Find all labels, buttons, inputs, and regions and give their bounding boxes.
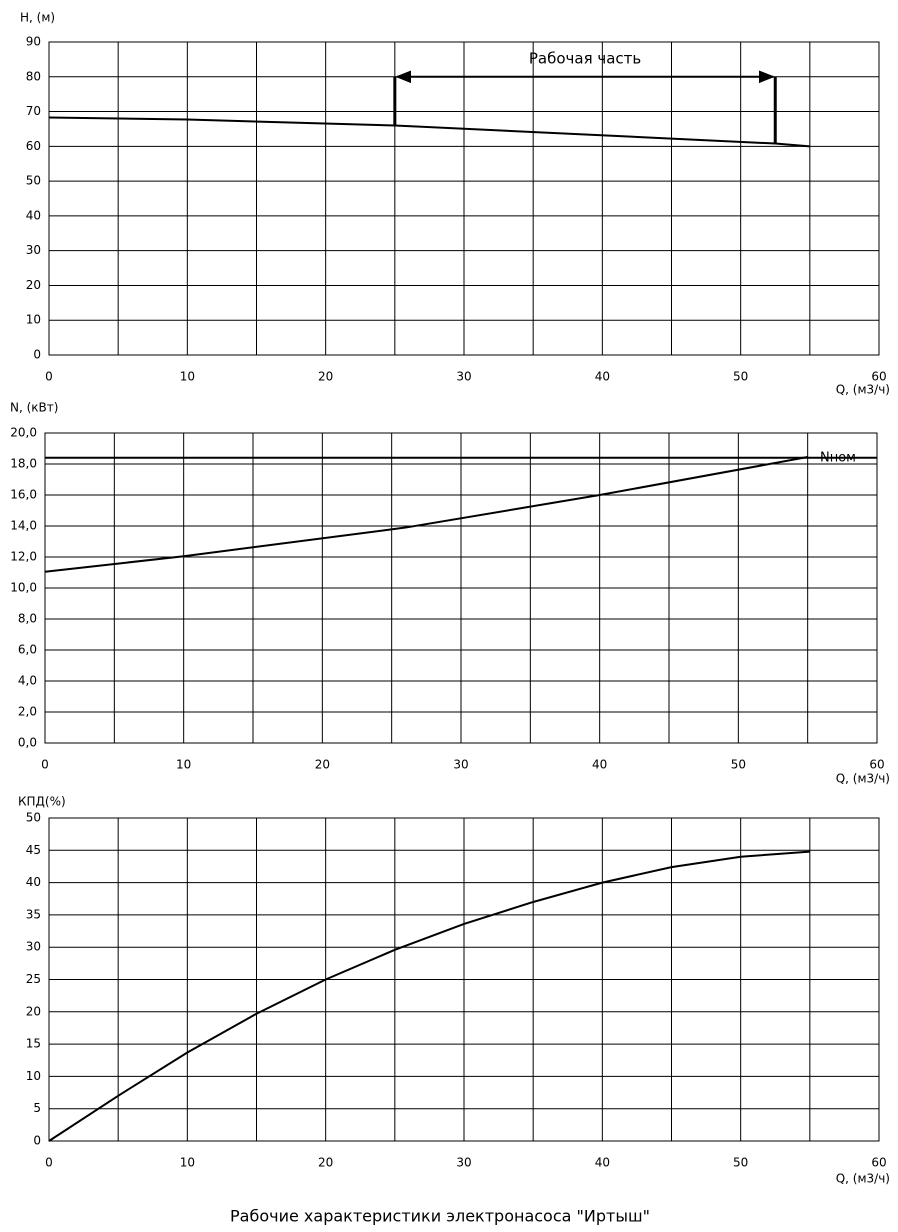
plot-frame bbox=[48, 817, 880, 1142]
y-tick-label: 50 bbox=[26, 174, 41, 188]
y-tick-label: 14,0 bbox=[10, 519, 37, 533]
y-tick-label: 60 bbox=[26, 139, 41, 153]
line bbox=[44, 456, 808, 573]
y-axis-label: КПД(%) bbox=[18, 795, 66, 809]
x-axis-label: Q, (м3/ч) bbox=[836, 1172, 890, 1186]
y-tick-label: 80 bbox=[26, 69, 41, 83]
line bbox=[48, 116, 810, 148]
y-tick-label: 40 bbox=[26, 208, 41, 222]
x-tick-label: 0 bbox=[41, 758, 49, 772]
y-tick-label: 4,0 bbox=[18, 674, 37, 688]
x-tick-label: 30 bbox=[456, 1156, 471, 1170]
x-tick-label: 60 bbox=[871, 1156, 886, 1170]
x-tick-label: 50 bbox=[733, 370, 748, 384]
caption: Рабочие характеристики электронасоса "Ир… bbox=[230, 1207, 650, 1226]
x-tick-label: 10 bbox=[180, 370, 195, 384]
y-tick-label: 35 bbox=[26, 907, 41, 921]
y-tick-label: 5 bbox=[33, 1101, 41, 1115]
x-tick-label: 10 bbox=[180, 1156, 195, 1170]
y-tick-label: 90 bbox=[26, 35, 41, 49]
x-tick-label: 30 bbox=[456, 370, 471, 384]
x-tick-label: 20 bbox=[315, 758, 330, 772]
y-axis-label: N, (кВт) bbox=[10, 401, 58, 415]
x-tick-label: 40 bbox=[592, 758, 607, 772]
y-tick-label: 2,0 bbox=[18, 705, 37, 719]
y-tick-label: 18,0 bbox=[10, 457, 37, 471]
y-tick-label: 70 bbox=[26, 104, 41, 118]
y-tick-label: 30 bbox=[26, 940, 41, 954]
x-tick-label: 40 bbox=[595, 1156, 610, 1170]
x-tick-label: 10 bbox=[176, 758, 191, 772]
x-tick-label: 60 bbox=[869, 758, 884, 772]
plot-frame bbox=[48, 41, 880, 356]
x-tick-label: 0 bbox=[45, 370, 53, 384]
x-tick-label: 20 bbox=[318, 370, 333, 384]
x-tick-label: 40 bbox=[595, 370, 610, 384]
plot-frame bbox=[44, 432, 878, 744]
y-tick-label: 15 bbox=[26, 1037, 41, 1051]
x-axis-label: Q, (м3/ч) bbox=[836, 772, 890, 786]
x-tick-label: 30 bbox=[453, 758, 468, 772]
line bbox=[48, 850, 810, 1142]
x-axis-label: Q, (м3/ч) bbox=[836, 383, 890, 397]
x-tick-label: 0 bbox=[45, 1156, 53, 1170]
y-tick-label: 16,0 bbox=[10, 488, 37, 502]
x-tick-label: 50 bbox=[733, 1156, 748, 1170]
y-tick-label: 0,0 bbox=[18, 736, 37, 750]
y-tick-label: 40 bbox=[26, 875, 41, 889]
y-tick-label: 20 bbox=[26, 1004, 41, 1018]
y-tick-label: 50 bbox=[26, 811, 41, 825]
x-tick-label: 60 bbox=[871, 370, 886, 384]
y-axis-label: H, (м) bbox=[20, 11, 55, 25]
x-tick-label: 50 bbox=[731, 758, 746, 772]
y-tick-label: 8,0 bbox=[18, 612, 37, 626]
y-tick-label: 45 bbox=[26, 843, 41, 857]
y-tick-label: 25 bbox=[26, 972, 41, 986]
reference-label: Nном bbox=[820, 450, 856, 465]
y-tick-label: 20 bbox=[26, 278, 41, 292]
y-tick-label: 20,0 bbox=[10, 426, 37, 440]
x-tick-label: 20 bbox=[318, 1156, 333, 1170]
y-tick-label: 10,0 bbox=[10, 581, 37, 595]
y-tick-label: 30 bbox=[26, 243, 41, 257]
y-tick-label: 10 bbox=[26, 1069, 41, 1083]
annotation: Рабочая часть bbox=[529, 49, 641, 67]
y-tick-label: 6,0 bbox=[18, 643, 37, 657]
y-tick-label: 10 bbox=[26, 313, 41, 327]
y-tick-label: 0 bbox=[33, 348, 41, 362]
y-tick-label: 0 bbox=[33, 1134, 41, 1148]
y-tick-label: 12,0 bbox=[10, 550, 37, 564]
